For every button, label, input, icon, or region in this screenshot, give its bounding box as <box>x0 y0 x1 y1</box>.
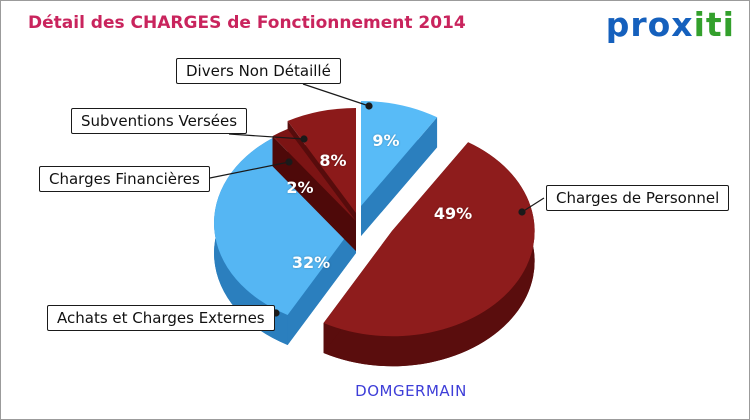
callout-dot-subventions <box>300 135 308 143</box>
pct-label-personnel: 49% <box>433 204 473 223</box>
callout-line-financieres <box>199 161 290 181</box>
slice-subventions-top <box>287 108 356 213</box>
pct-label-financieres: 2% <box>286 178 314 197</box>
callout-dot-personnel <box>518 208 526 216</box>
callout-dot-financieres <box>285 158 293 166</box>
pct-label-divers: 9% <box>372 131 400 150</box>
callout-label-financieres: Charges Financières <box>39 166 210 192</box>
slice-personnel-top <box>323 142 535 337</box>
proxiti-logo[interactable]: proxiti <box>606 5 735 45</box>
slice-achats-top <box>214 138 356 315</box>
callout-label-subventions: Subventions Versées <box>71 108 248 134</box>
logo-part-green: iti <box>693 5 735 44</box>
callout-label-divers: Divers Non Détaillé <box>176 58 341 84</box>
pct-label-subventions: 8% <box>319 151 347 170</box>
slice-divers-top <box>361 100 438 206</box>
slice-financieres-top <box>272 129 356 221</box>
callout-dot-divers <box>365 102 373 110</box>
commune-name: DOMGERMAIN <box>355 382 467 400</box>
pct-label-achats: 32% <box>291 253 331 272</box>
callout-label-personnel: Charges de Personnel <box>546 185 730 211</box>
chart-title: Détail des CHARGES de Fonctionnement 201… <box>28 13 466 33</box>
callout-line-personnel <box>521 197 545 213</box>
logo-part-x: x <box>671 5 694 44</box>
callout-line-subventions <box>228 133 305 140</box>
callout-label-achats: Achats et Charges Externes <box>47 305 275 331</box>
callout-line-divers <box>302 83 370 107</box>
logo-part-blue: pro <box>605 5 672 44</box>
